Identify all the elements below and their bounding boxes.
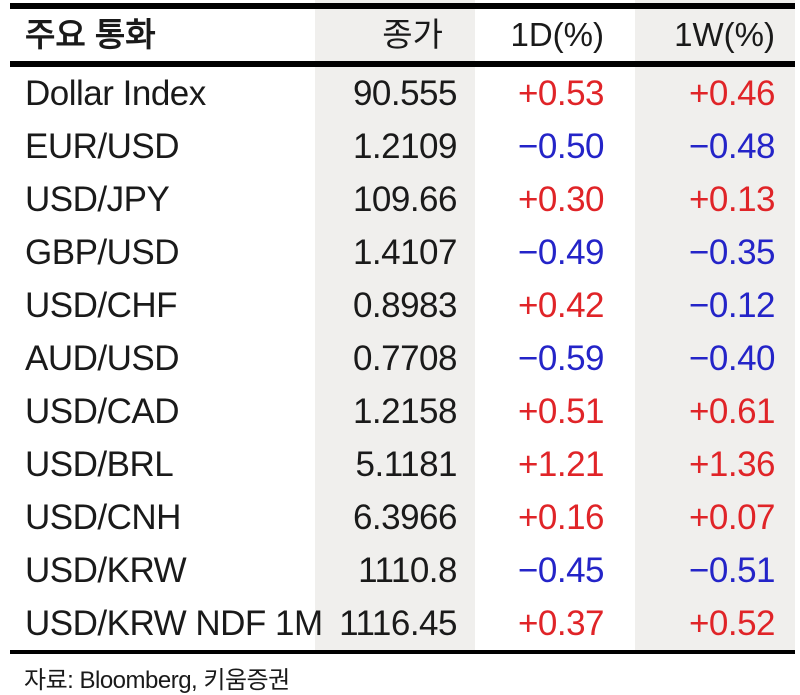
table-row: Dollar Index 90.555 +0.53 +0.46 — [10, 67, 795, 120]
cell-w1: +1.36 — [688, 445, 776, 484]
cell-w1: +0.52 — [688, 604, 776, 643]
header-close: 종가 — [382, 16, 443, 53]
table-row: EUR/USD 1.2109 −0.50 −0.48 — [10, 120, 795, 173]
cell-name: AUD/USD — [25, 339, 180, 378]
cell-close: 1.4107 — [352, 233, 458, 272]
cell-name: EUR/USD — [25, 127, 180, 166]
table-header-row: 주요 통화 종가 1D(%) 1W(%) — [10, 9, 795, 67]
table-row: USD/JPY 109.66 +0.30 +0.13 — [10, 173, 795, 226]
cell-d1: +0.51 — [517, 392, 605, 431]
cell-w1: +0.61 — [688, 392, 776, 431]
cell-name: USD/CHF — [25, 286, 178, 325]
fx-rates-table: 주요 통화 종가 1D(%) 1W(%) Dollar Index 90.555 +… — [10, 3, 795, 654]
table-row: USD/CHF 0.8983 +0.42 −0.12 — [10, 279, 795, 332]
cell-close: 0.7708 — [352, 339, 458, 378]
cell-name: USD/CNH — [25, 498, 181, 537]
cell-d1: +0.30 — [517, 180, 605, 219]
table-body: Dollar Index 90.555 +0.53 +0.46 EUR/USD 1.210… — [10, 67, 795, 654]
cell-w1: −0.12 — [688, 286, 776, 325]
cell-w1: −0.35 — [688, 233, 776, 272]
cell-d1: −0.59 — [517, 339, 605, 378]
cell-d1: −0.50 — [517, 127, 605, 166]
cell-d1: −0.45 — [517, 551, 605, 590]
close-column-shading — [315, 0, 475, 654]
cell-d1: +0.53 — [517, 74, 605, 113]
cell-name: GBP/USD — [25, 233, 180, 272]
header-currency: 주요 통화 — [25, 16, 156, 53]
cell-w1: +0.46 — [688, 74, 776, 113]
table-row: AUD/USD 0.7708 −0.59 −0.40 — [10, 332, 795, 385]
cell-close: 1110.8 — [358, 551, 457, 590]
cell-d1: +0.42 — [517, 286, 605, 325]
cell-close: 6.3966 — [352, 498, 458, 537]
header-1w: 1W(%) — [674, 16, 775, 53]
header-1d: 1D(%) — [510, 16, 604, 53]
cell-name: Dollar Index — [25, 74, 206, 113]
cell-name: USD/BRL — [25, 445, 174, 484]
week-column-shading — [635, 0, 795, 654]
cell-name: USD/CAD — [25, 392, 180, 431]
source-note: 자료: Bloomberg, 키움증권 — [24, 667, 290, 694]
cell-close: 1.2109 — [352, 127, 458, 166]
table-row: USD/KRW 1110.8 −0.45 −0.51 — [10, 544, 795, 597]
cell-name: USD/KRW — [25, 551, 187, 590]
cell-close: 1.2158 — [352, 392, 458, 431]
cell-name: USD/KRW NDF 1M — [25, 604, 323, 643]
cell-w1: +0.13 — [688, 180, 776, 219]
cell-close: 90.555 — [352, 74, 458, 113]
cell-w1: −0.48 — [688, 127, 776, 166]
cell-close: 1116.45 — [339, 604, 457, 643]
table-row: USD/KRW NDF 1M 1116.45 +0.37 +0.52 — [10, 597, 795, 650]
cell-close: 5.1181 — [355, 445, 458, 484]
table-row: USD/CNH 6.3966 +0.16 +0.07 — [10, 491, 795, 544]
cell-close: 109.66 — [352, 180, 458, 219]
cell-d1: −0.49 — [517, 233, 605, 272]
cell-w1: −0.40 — [688, 339, 776, 378]
cell-d1: +1.21 — [517, 445, 605, 484]
cell-name: USD/JPY — [25, 180, 170, 219]
cell-w1: +0.07 — [688, 498, 776, 537]
table-row: USD/CAD 1.2158 +0.51 +0.61 — [10, 385, 795, 438]
cell-w1: −0.51 — [688, 551, 776, 590]
cell-d1: +0.37 — [517, 604, 605, 643]
table-row: GBP/USD 1.4107 −0.49 −0.35 — [10, 226, 795, 279]
cell-close: 0.8983 — [352, 286, 458, 325]
cell-d1: +0.16 — [517, 498, 605, 537]
table-row: USD/BRL 5.1181 +1.21 +1.36 — [10, 438, 795, 491]
